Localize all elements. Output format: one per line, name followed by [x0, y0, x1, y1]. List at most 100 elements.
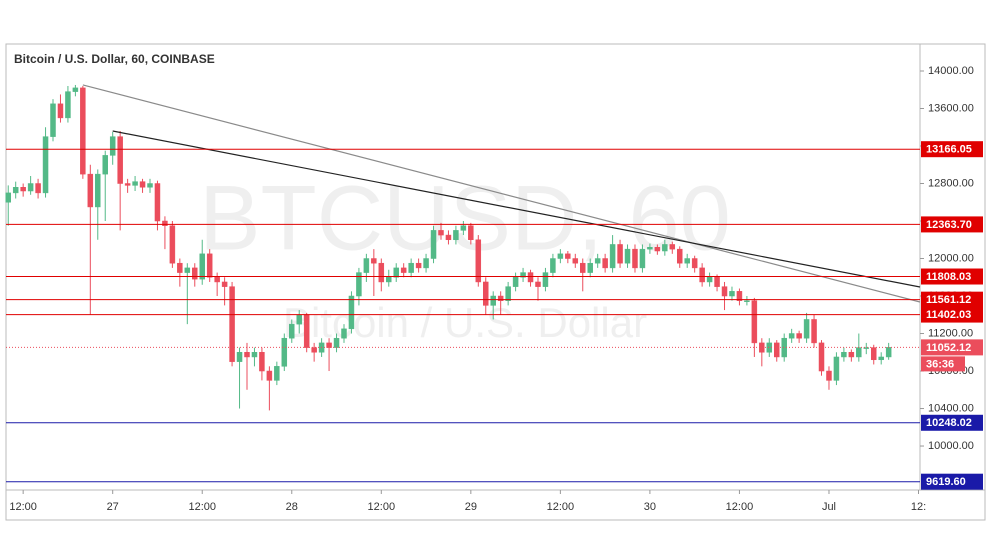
candle-body — [154, 183, 161, 222]
candle-body — [35, 183, 41, 194]
x-tick-label: 28 — [286, 501, 298, 513]
last-price-label: 11052.12 — [926, 342, 971, 354]
candle-body — [192, 267, 198, 280]
candle-body — [229, 286, 235, 362]
candle-body — [662, 244, 668, 252]
candle-body — [147, 183, 153, 188]
candle-body — [841, 352, 847, 358]
candle-body — [669, 244, 676, 250]
y-tick-label: 12000.00 — [928, 252, 974, 264]
candle-body — [109, 136, 116, 156]
candle-body — [885, 347, 892, 358]
candle-body — [162, 220, 168, 226]
x-tick-label: 29 — [465, 501, 477, 513]
candle-body — [542, 272, 549, 287]
y-tick-label: 11200.00 — [928, 327, 973, 339]
resistance-badge — [921, 216, 983, 233]
candle-body — [565, 253, 571, 259]
candle-body — [736, 291, 743, 301]
candle-body — [856, 347, 862, 358]
resistance-badge — [921, 141, 983, 158]
countdown-badge — [921, 356, 965, 372]
candle-body — [281, 337, 288, 367]
candle-body — [580, 262, 586, 273]
y-tick-label: 14000.00 — [928, 65, 974, 77]
candle-body — [42, 136, 49, 194]
candle-body — [244, 352, 250, 358]
candle-body — [50, 103, 56, 137]
candle-body — [408, 262, 414, 273]
chart-title: Bitcoin / U.S. Dollar, 60, COINBASE — [14, 52, 215, 66]
candle-body — [378, 262, 385, 283]
resistance-badge — [921, 306, 983, 323]
candle-body — [132, 181, 138, 186]
candle-body — [490, 295, 496, 306]
candle-body — [594, 258, 601, 264]
candle-body — [87, 173, 94, 208]
candle-body — [826, 370, 832, 381]
support-badge — [921, 414, 983, 431]
candle-body — [647, 247, 653, 250]
candle-body — [632, 248, 638, 269]
candle-body — [520, 272, 526, 278]
candle-body — [266, 370, 273, 381]
candle-body — [691, 258, 698, 269]
candle-body — [415, 262, 422, 269]
candle-body — [333, 337, 340, 348]
support-label: 9619.60 — [926, 476, 966, 488]
x-tick-label: 12:00 — [368, 501, 396, 513]
x-tick-label: 12:00 — [726, 501, 754, 513]
candle-body — [65, 91, 71, 119]
candle-body — [505, 286, 511, 301]
candle-body — [95, 173, 101, 208]
resistance-label: 11808.03 — [926, 271, 971, 283]
chart-frame — [5, 43, 986, 521]
candle-body — [863, 347, 870, 349]
candle-body — [475, 239, 482, 283]
candle-body — [311, 347, 317, 353]
candle-body — [602, 258, 608, 269]
resistance-label: 11402.03 — [926, 309, 971, 321]
candle-body — [721, 286, 728, 297]
y-tick-label: 12800.00 — [928, 177, 974, 189]
y-tick-label: 13600.00 — [928, 102, 974, 114]
trendline — [112, 130, 921, 288]
candle-body — [430, 230, 437, 259]
candle-body — [20, 187, 26, 192]
candle-body — [848, 352, 855, 358]
candle-body — [400, 267, 407, 273]
candle-body — [609, 244, 616, 269]
candle-body — [27, 183, 34, 192]
candle-body — [714, 277, 720, 287]
candle-body — [624, 248, 631, 264]
watermark-symbol: BTCUSD, 60 — [199, 167, 731, 269]
candle-body — [788, 333, 795, 339]
candle-body — [572, 258, 579, 264]
candle-body — [274, 366, 280, 381]
candle-body — [729, 291, 735, 297]
candle-body — [57, 103, 64, 119]
candle-body — [303, 314, 310, 348]
candle-body — [796, 333, 802, 339]
resistance-label: 11561.12 — [926, 294, 971, 306]
candle-body — [706, 277, 713, 283]
candle-body — [818, 342, 825, 372]
candle-body — [371, 258, 377, 264]
candle-body — [781, 337, 787, 358]
support-label: 10248.02 — [926, 417, 972, 429]
candle-body — [236, 352, 243, 362]
candle-body — [296, 314, 302, 325]
candle-body — [676, 248, 683, 264]
x-tick-label: 12:00 — [547, 501, 575, 513]
candle-body — [870, 347, 877, 361]
y-tick-label: 10400.00 — [928, 402, 974, 414]
resistance-label: 12363.70 — [926, 219, 972, 231]
x-tick-label: 12: — [911, 501, 926, 513]
candle-body — [206, 253, 213, 278]
candle-body — [483, 281, 489, 306]
candle-body — [221, 281, 228, 287]
candle-body — [251, 352, 258, 358]
candle-body — [139, 181, 146, 188]
candle-body — [326, 342, 332, 348]
